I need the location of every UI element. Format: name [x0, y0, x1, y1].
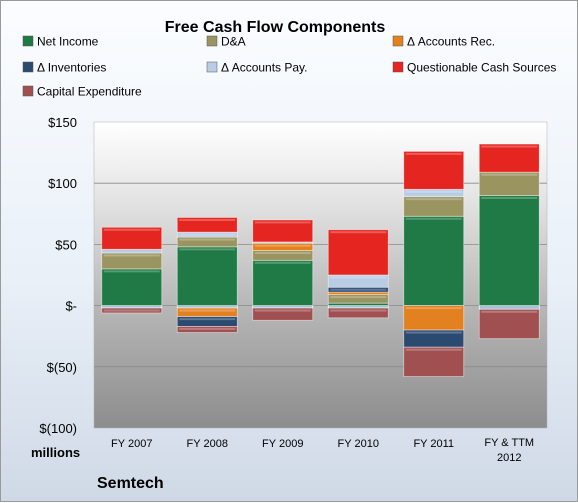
bar-capital-expenditure [176, 326, 238, 333]
bar-net-income [252, 259, 314, 307]
bar-highlight [179, 238, 236, 241]
y-tick-label: $(100) [39, 421, 77, 436]
x-tick-label: FY 2009 [262, 438, 303, 450]
bar-accounts-rec [176, 307, 238, 318]
bars [101, 143, 540, 377]
legend-swatch-net-income [22, 35, 34, 47]
bar-accounts-rec [252, 242, 314, 251]
bar-highlight [254, 261, 311, 264]
bar-highlight [103, 228, 160, 231]
bar-d-a [176, 236, 238, 248]
bar-highlight [103, 254, 160, 257]
company-name: Semtech [97, 475, 164, 492]
bar-highlight [481, 145, 538, 148]
bar-accounts-pay [403, 188, 465, 198]
y-tick-label: $50 [55, 237, 77, 252]
bar-questionable-cash-sources [327, 229, 389, 276]
bar-highlight [254, 252, 311, 255]
legend-swatch-accounts-rec [392, 35, 404, 47]
bar-highlight [481, 173, 538, 176]
bar-highlight [179, 309, 236, 312]
bar-highlight [254, 221, 311, 224]
bar-net-income [101, 268, 163, 307]
bar-highlight [405, 331, 462, 334]
bar-highlight [254, 244, 311, 247]
legend-label-questionable-cash-sources: Questionable Cash Sources [407, 61, 556, 75]
bar-accounts-rec [403, 305, 465, 331]
bar-questionable-cash-sources [478, 143, 540, 173]
x-tick-label: FY 2010 [338, 438, 379, 450]
x-tick-label: FY & TTM 2012 [484, 437, 534, 464]
bar-highlight [179, 233, 236, 236]
y-tick-labels: $150 $100 $50 $- $(50) $(100) [39, 115, 77, 436]
legend-label-net-income: Net Income [37, 35, 99, 49]
x-tick-label: FY 2008 [187, 438, 228, 450]
legend-swatch-inventories [22, 61, 34, 73]
legend-label-accounts-rec: Δ Accounts Rec. [407, 35, 495, 49]
bar-highlight [330, 288, 387, 291]
bar-highlight [330, 309, 387, 312]
legend-swatch-questionable-cash-sources [392, 61, 404, 73]
bar-capital-expenditure [252, 307, 314, 321]
bar-highlight [405, 217, 462, 220]
bar-net-income [176, 246, 238, 307]
bar-highlight [254, 309, 311, 312]
legend: Net Income D&A Δ Accounts Rec. Δ Inventorie… [22, 35, 556, 99]
bar-highlight [481, 196, 538, 199]
y-tick-label: $(50) [47, 360, 77, 375]
bar-highlight [405, 307, 462, 310]
bar-questionable-cash-sources [403, 150, 465, 190]
bar-highlight [103, 270, 160, 273]
bar-highlight [481, 310, 538, 313]
legend-swatch-capital-expenditure [22, 85, 34, 97]
bar-highlight [405, 190, 462, 193]
units-label: millions [31, 445, 80, 460]
bar-highlight [405, 348, 462, 351]
bar-d-a [327, 294, 389, 304]
bar-net-income [403, 215, 465, 306]
legend-label-d-a: D&A [221, 35, 246, 49]
y-tick-label: $150 [48, 115, 77, 130]
bar-highlight [179, 218, 236, 221]
bar-highlight [179, 327, 236, 330]
bar-highlight [405, 198, 462, 201]
bar-highlight [330, 276, 387, 279]
bar-highlight [179, 248, 236, 251]
bar-highlight [179, 318, 236, 321]
bar-capital-expenditure [101, 307, 163, 314]
bar-d-a [252, 250, 314, 261]
bar-minor-offset [478, 305, 540, 310]
bar-capital-expenditure [478, 308, 540, 340]
y-tick-label: $- [65, 299, 77, 314]
legend-swatch-d-a [206, 35, 218, 47]
bar-accounts-pay [101, 248, 163, 254]
bar-questionable-cash-sources [252, 219, 314, 243]
x-tick-labels: FY 2007 FY 2008 FY 2009 FY 2010 FY 2011 FY & … [111, 437, 534, 464]
legend-label-accounts-pay: Δ Accounts Pay. [221, 61, 308, 75]
bar-highlight [405, 152, 462, 155]
bar-questionable-cash-sources [176, 217, 238, 233]
chart-title: Free Cash Flow Components [165, 19, 386, 36]
x-tick-label: FY 2007 [111, 438, 152, 450]
x-tick-label: FY 2011 [413, 438, 454, 450]
bar-highlight [330, 231, 387, 234]
y-tick-label: $100 [48, 176, 77, 191]
bar-capital-expenditure [327, 307, 389, 319]
gridlines [94, 182, 547, 368]
bar-net-income [478, 195, 540, 307]
bar-highlight [103, 309, 160, 312]
bar-highlight [330, 296, 387, 299]
bar-capital-expenditure [403, 346, 465, 377]
legend-swatch-accounts-pay [206, 61, 218, 73]
legend-label-capital-expenditure: Capital Expenditure [37, 85, 142, 99]
legend-label-inventories: Δ Inventories [37, 61, 106, 75]
plot-area [93, 121, 548, 429]
bar-inventories [176, 316, 238, 327]
bar-questionable-cash-sources [101, 226, 163, 250]
